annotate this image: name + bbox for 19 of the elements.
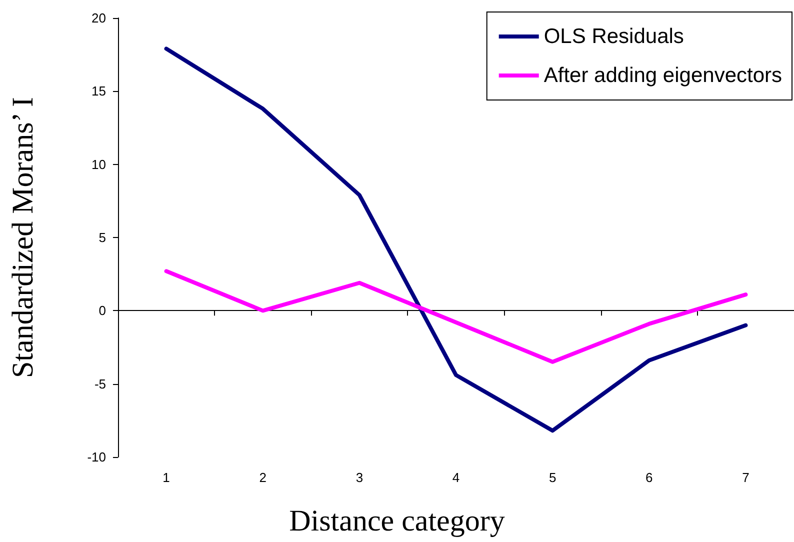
x-tick-label: 5 bbox=[548, 470, 556, 485]
x-tick-label: 1 bbox=[162, 470, 170, 485]
y-tick-label: 5 bbox=[98, 230, 106, 245]
y-tick-label: -10 bbox=[87, 450, 106, 464]
x-tick-label: 3 bbox=[356, 470, 364, 485]
y-tick-label: 0 bbox=[98, 303, 106, 318]
x-tick-label: 6 bbox=[646, 470, 653, 485]
y-tick-label: 15 bbox=[92, 84, 106, 99]
y-tick-label: 10 bbox=[92, 156, 106, 172]
y-axis-title: Standardized Morans’ I bbox=[6, 96, 40, 378]
x-tick-label: 2 bbox=[259, 470, 266, 485]
y-tick-label: 20 bbox=[92, 10, 106, 26]
legend-label: OLS Residuals bbox=[544, 25, 684, 48]
legend-label: After adding eigenvectors bbox=[544, 64, 782, 87]
x-tick-label: 7 bbox=[742, 470, 750, 485]
y-tick-label: -5 bbox=[94, 376, 106, 392]
x-tick-label: 4 bbox=[452, 470, 460, 485]
line-series bbox=[164, 269, 748, 364]
text: Distance category bbox=[289, 504, 505, 538]
